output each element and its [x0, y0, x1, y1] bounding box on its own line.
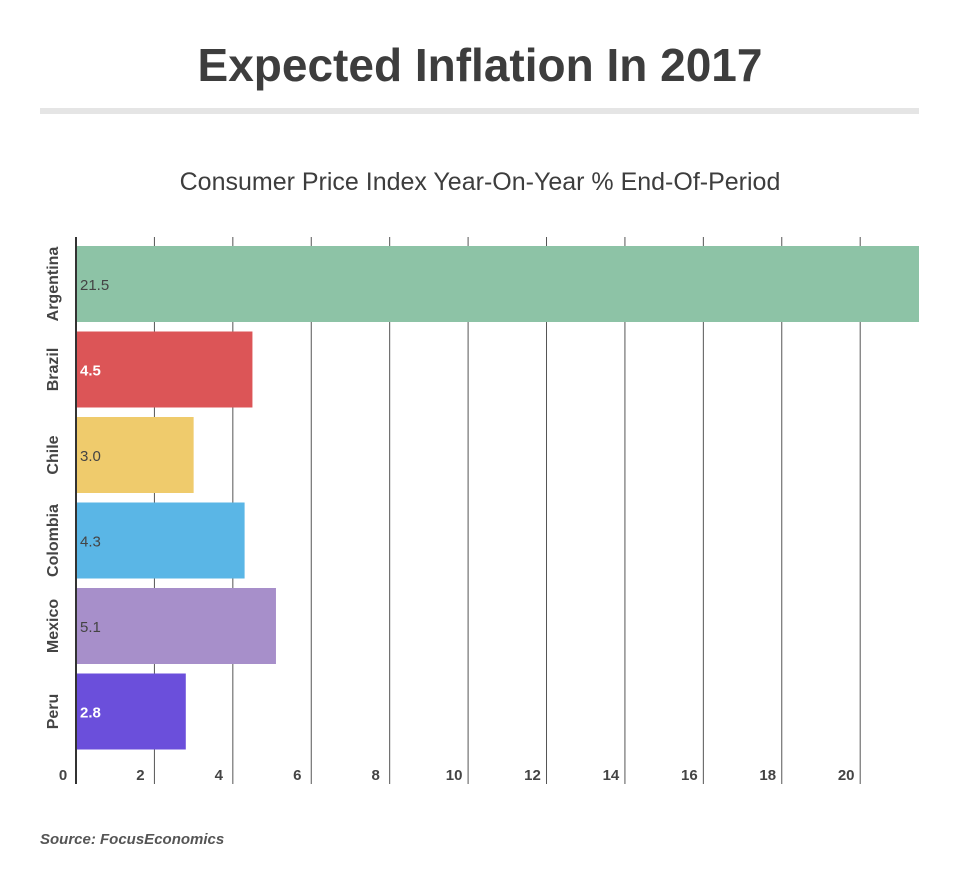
source-note: Source: FocusEconomics	[40, 831, 225, 848]
x-tick-label-8: 8	[372, 767, 380, 784]
x-tick-label-20: 20	[838, 767, 855, 784]
x-tick-label-12: 12	[524, 767, 541, 784]
category-label-brazil: Brazil	[45, 348, 62, 392]
title-divider	[40, 108, 919, 114]
category-label-chile: Chile	[45, 435, 62, 474]
data-label-chile: 3.0	[80, 448, 101, 465]
data-label-mexico: 5.1	[80, 619, 101, 636]
data-label-colombia: 4.3	[80, 534, 101, 551]
x-tick-label-18: 18	[759, 767, 776, 784]
x-tick-label-2: 2	[136, 767, 144, 784]
x-tick-label-16: 16	[681, 767, 698, 784]
bar-brazil	[76, 331, 253, 408]
data-label-peru: 2.8	[80, 705, 101, 722]
category-label-mexico: Mexico	[45, 599, 62, 653]
category-label-colombia: Colombia	[45, 504, 62, 577]
x-tick-label-0: 0	[59, 767, 67, 784]
chart-subtitle: Consumer Price Index Year-On-Year % End-…	[179, 168, 781, 196]
data-label-brazil: 4.5	[80, 363, 101, 380]
bar-chile	[76, 417, 194, 493]
x-tick-label-6: 6	[293, 767, 301, 784]
bar-mexico	[76, 588, 276, 664]
chart-title: Expected Inflation In 2017	[197, 39, 763, 91]
category-label-argentina: Argentina	[45, 247, 62, 322]
x-tick-label-10: 10	[446, 767, 463, 784]
category-label-peru: Peru	[45, 694, 62, 730]
bar-colombia	[76, 502, 245, 579]
bar-peru	[76, 673, 186, 750]
x-tick-label-14: 14	[603, 767, 620, 784]
x-tick-label-4: 4	[215, 767, 224, 784]
data-label-argentina: 21.5	[80, 277, 109, 294]
bar-argentina	[76, 246, 919, 322]
